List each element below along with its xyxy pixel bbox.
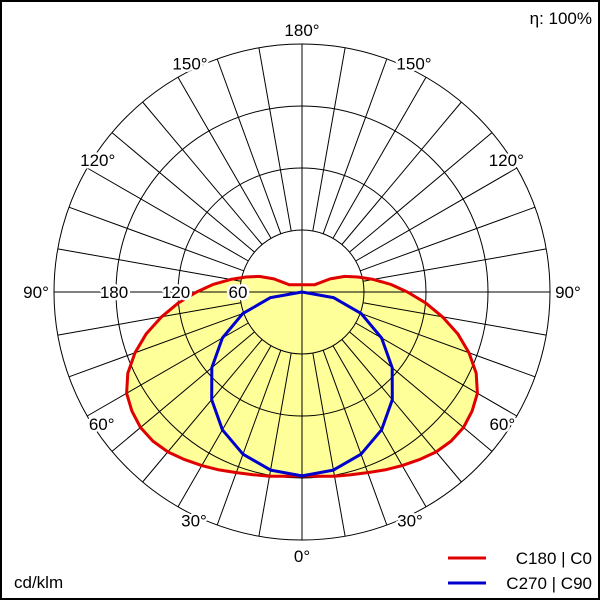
angle-label-right-60: 60° (489, 415, 515, 434)
grid-spoke (111, 132, 255, 253)
grid-spoke (68, 312, 244, 378)
grid-spoke (177, 345, 272, 508)
grid-spoke (86, 167, 249, 262)
grid-spoke (360, 206, 536, 272)
angle-label-right-30: 30° (397, 512, 423, 531)
grid-spoke (349, 331, 493, 452)
grid-spoke (341, 101, 462, 245)
angle-label-right-120: 120° (489, 151, 524, 170)
angle-label-left-90: 90° (23, 283, 49, 302)
grid-spoke (216, 350, 282, 526)
angle-label-left-150: 150° (172, 54, 207, 73)
radial-tick-label-180: 180 (100, 283, 128, 302)
grid-spoke (322, 58, 388, 234)
grid-spoke (68, 206, 244, 272)
grid-spoke (341, 339, 462, 483)
grid-spoke (355, 167, 518, 262)
grid-spoke (332, 76, 427, 239)
grid-spoke (332, 345, 427, 508)
grid-spoke (360, 312, 536, 378)
angle-label-left-180: 180° (284, 21, 319, 40)
angle-label-left-30: 30° (181, 512, 207, 531)
grid-spoke (216, 58, 282, 234)
grid-spoke (363, 302, 547, 336)
efficiency-label: η: 100% (530, 9, 592, 28)
grid-spoke (142, 339, 263, 483)
grid-spoke (322, 350, 388, 526)
grid-spoke (312, 353, 346, 537)
legend: C180 | C0 C270 | C90 (448, 549, 592, 593)
unit-label: cd/klm (14, 573, 63, 592)
angle-label-left-0: 0° (294, 547, 310, 566)
angle-label-right-90: 90° (555, 283, 581, 302)
grid-spoke (312, 47, 346, 231)
radial-tick-label-120: 120 (162, 283, 190, 302)
legend-label-c180-c0: C180 | C0 (516, 549, 592, 568)
grid-spoke (177, 76, 272, 239)
grid-spoke (349, 132, 493, 253)
grid-spoke (142, 101, 263, 245)
grid-spoke (111, 331, 255, 452)
grid-spoke (258, 353, 292, 537)
angle-label-left-60: 60° (89, 415, 115, 434)
grid-spoke (258, 47, 292, 231)
legend-label-c270-c90: C270 | C90 (506, 574, 592, 593)
grid-spoke (363, 248, 547, 282)
angle-label-left-120: 120° (80, 151, 115, 170)
grid-spoke (57, 248, 241, 282)
angle-label-right-150: 150° (396, 54, 431, 73)
radial-tick-label-60: 60 (229, 283, 248, 302)
series-line-c180-c0 (125, 274, 479, 478)
grid-spoke (57, 302, 241, 336)
series-line-c270-c90 (210, 290, 394, 478)
